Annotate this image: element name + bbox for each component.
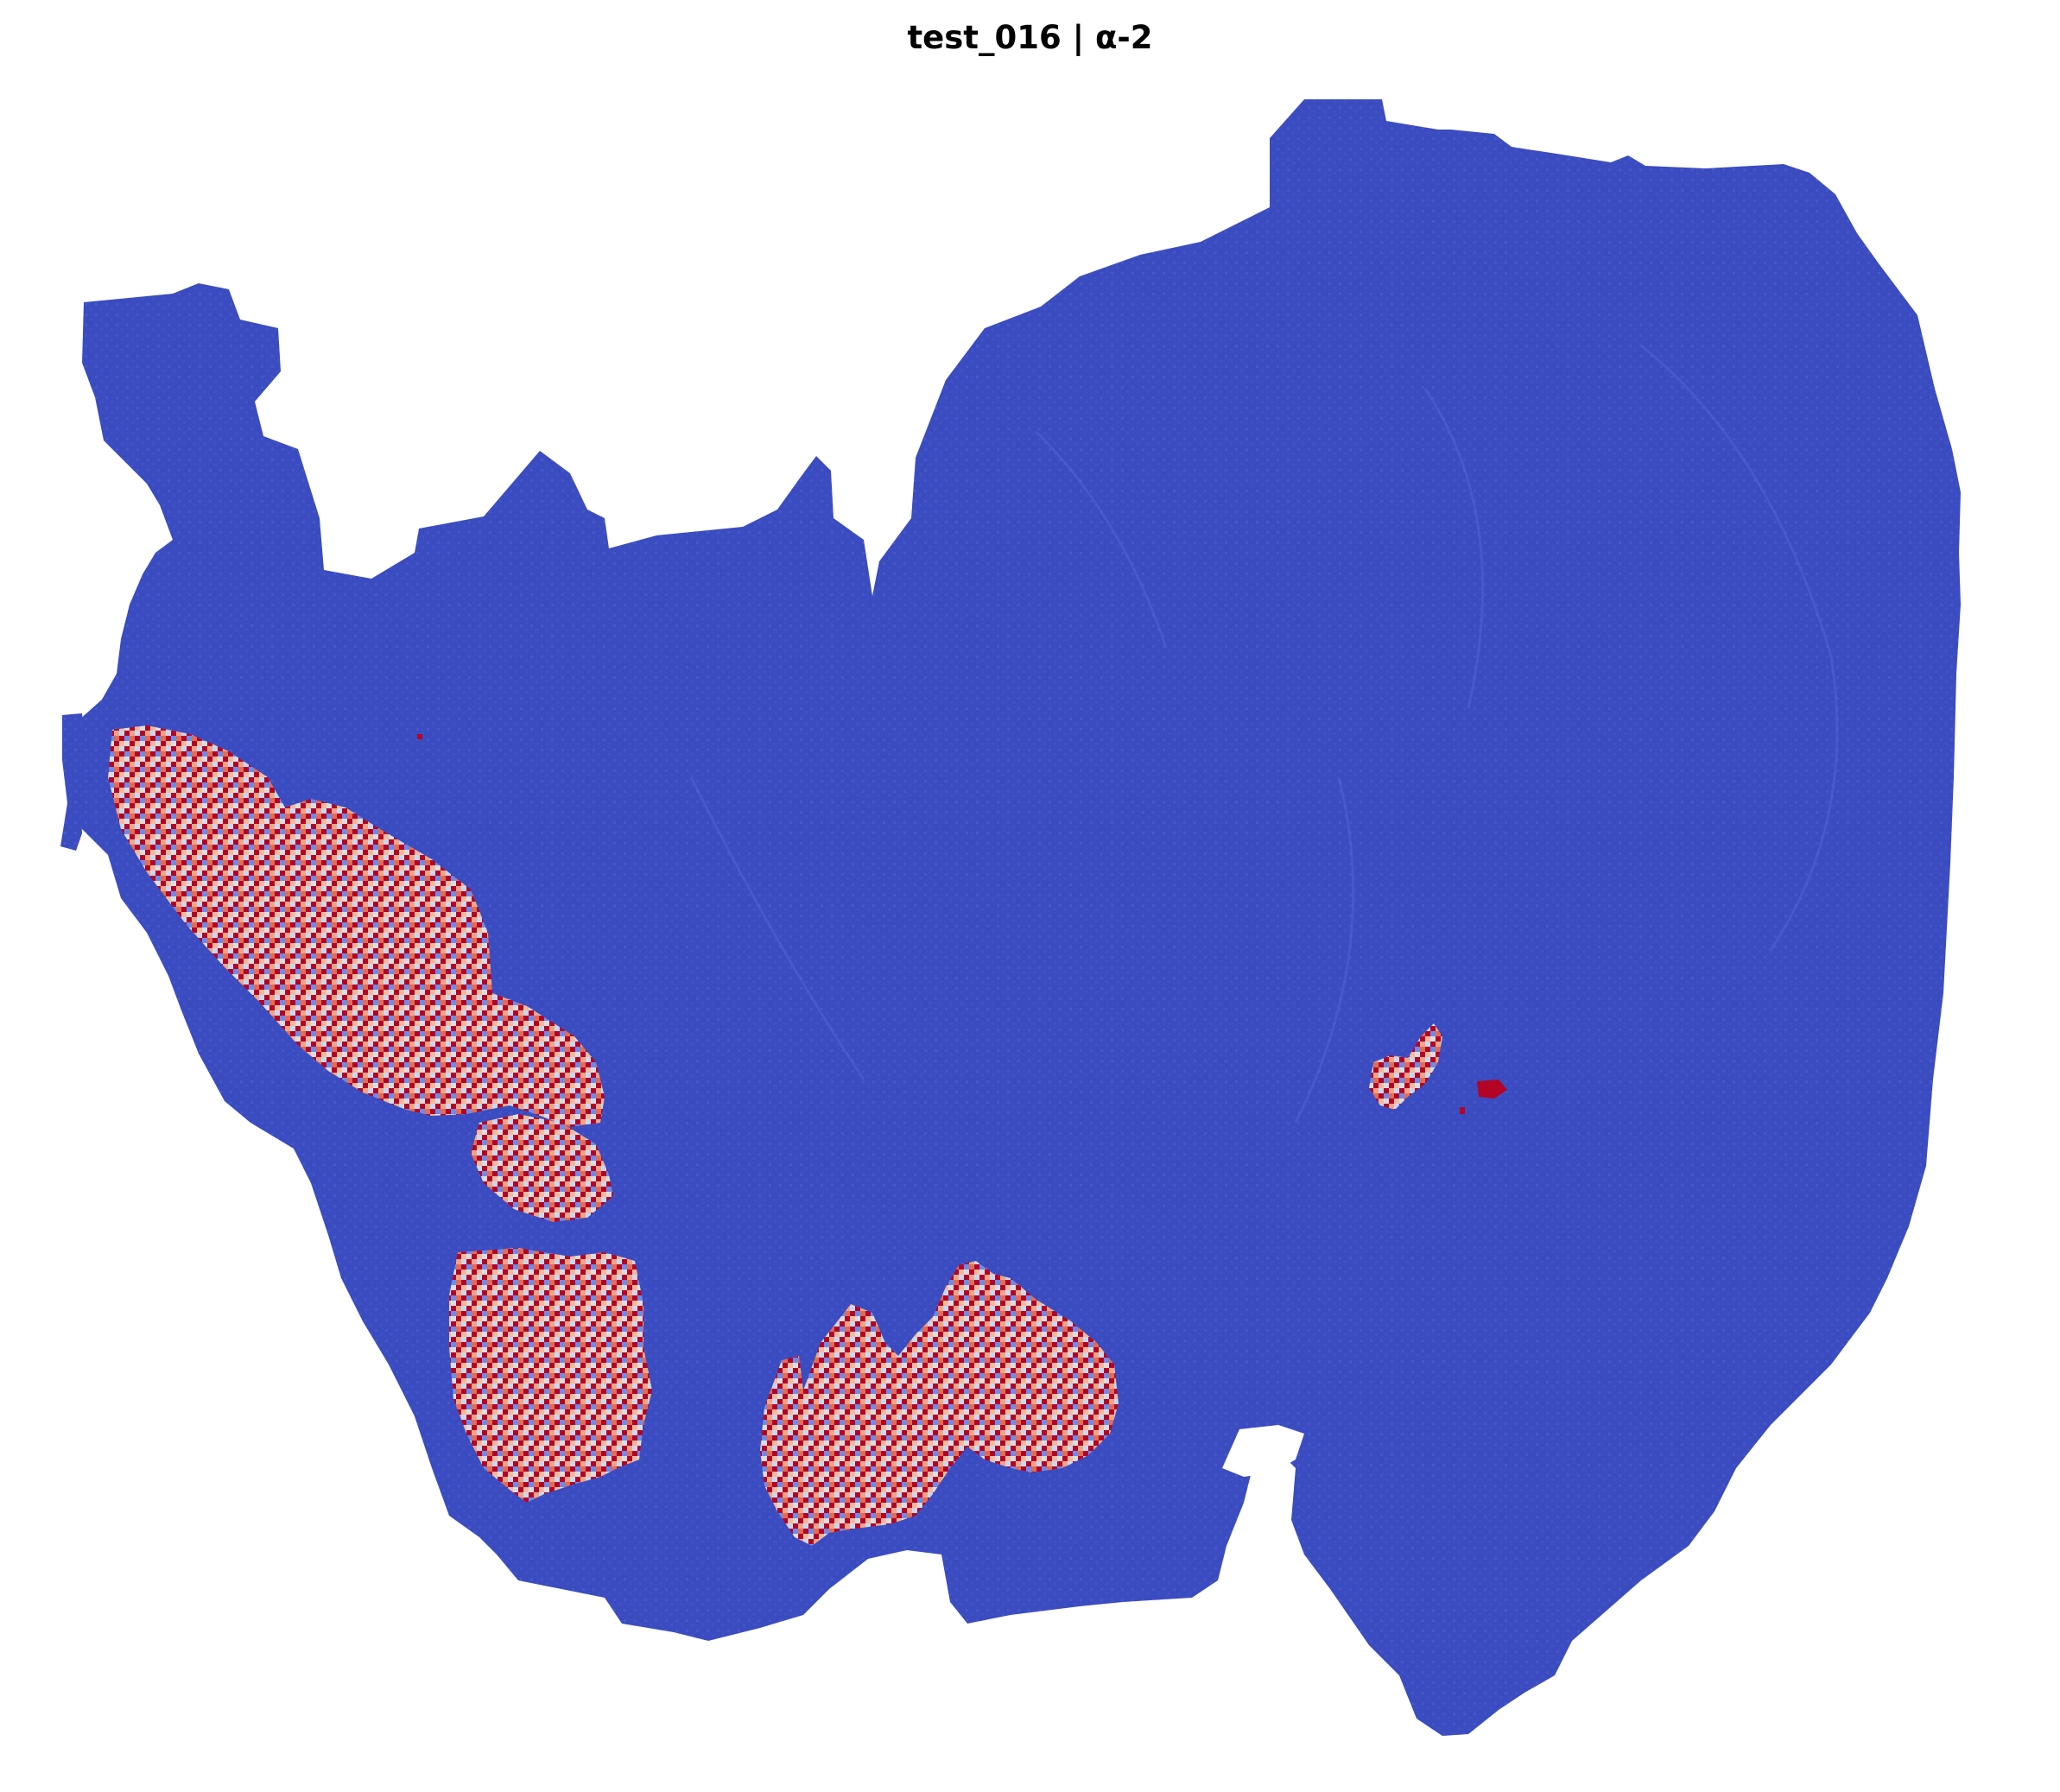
tissue-hole	[1222, 1425, 1304, 1477]
hotspot-tiny-dot-b	[417, 734, 422, 739]
tissue-texture	[689, 344, 1839, 1124]
hotspot-lower-left	[449, 1248, 652, 1503]
hotspot-left-bridge	[471, 1114, 613, 1222]
hotspot-tiny-dot-a	[1460, 1107, 1465, 1114]
hotspot-small-right-dot	[1477, 1080, 1507, 1099]
hotspot-upper-left	[108, 725, 605, 1127]
figure-title: test_016 | α-2	[907, 19, 1153, 56]
tissue-fragment-left	[60, 713, 86, 851]
hotspot-bottom-center	[760, 1261, 1119, 1546]
hotspot-small-right	[1369, 1023, 1442, 1110]
